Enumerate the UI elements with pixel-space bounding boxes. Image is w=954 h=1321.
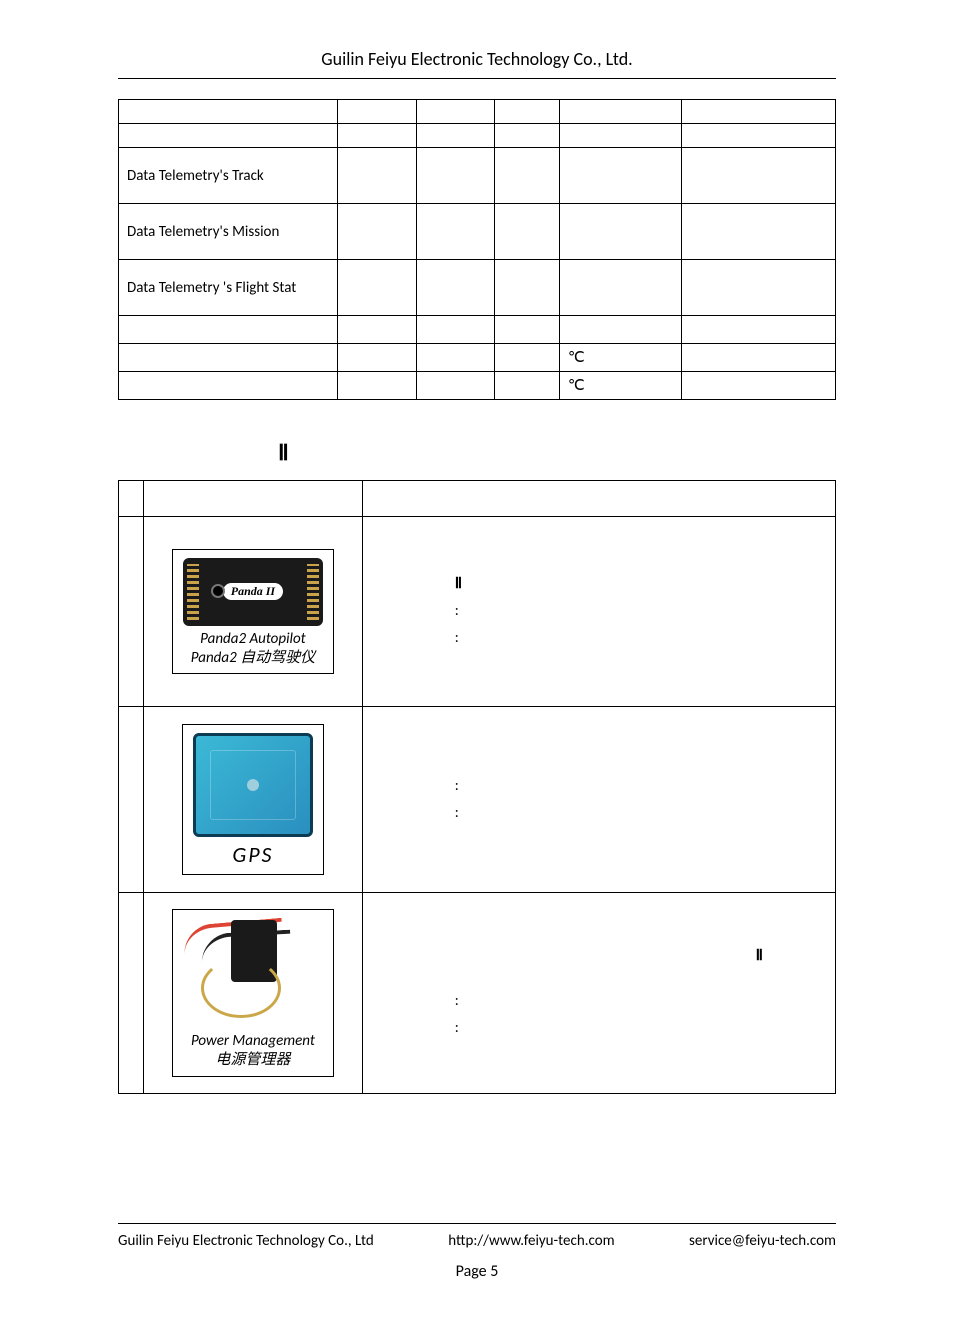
table-row: Data Telemetry's Mission <box>119 204 836 260</box>
table-cell <box>416 260 495 316</box>
page-footer: Guilin Feiyu Electronic Technology Co., … <box>118 1223 836 1281</box>
footer-company: Guilin Feiyu Electronic Technology Co., … <box>118 1232 374 1250</box>
table-cell <box>337 344 416 372</box>
table-cell <box>416 100 495 124</box>
page-number: Page 5 <box>118 1262 836 1281</box>
table-cell: Data Telemetry's Track <box>119 148 338 204</box>
part-image-cell: Panda II Panda2 AutopilotPanda2 自动驾驶仪 <box>144 517 363 707</box>
table-cell <box>559 260 681 316</box>
parts-table: Panda IIPanda2 AutopilotPanda2 自动驾驶仪Ⅱ::G… <box>118 480 836 1094</box>
table-cell <box>337 260 416 316</box>
table-cell <box>681 260 835 316</box>
table-row: Power Management电源管理器 Ⅱ:: <box>119 893 836 1094</box>
table-cell <box>416 204 495 260</box>
table-cell <box>495 344 560 372</box>
table-cell <box>495 260 560 316</box>
table-cell: Data Telemetry's Mission <box>119 204 338 260</box>
table-cell <box>495 100 560 124</box>
part-image-cell: GPS <box>144 707 363 893</box>
table-cell <box>119 372 338 400</box>
table-cell <box>416 316 495 344</box>
part-caption: Panda2 AutopilotPanda2 自动驾驶仪 <box>191 630 315 668</box>
parts-col-desc <box>362 481 835 517</box>
parts-col-no <box>119 481 144 517</box>
table-row: ℃ <box>119 372 836 400</box>
table-cell <box>337 148 416 204</box>
power-device-icon <box>183 918 323 1028</box>
table-cell <box>337 372 416 400</box>
gps-device-icon <box>193 733 313 837</box>
row-no <box>119 893 144 1094</box>
table-cell <box>559 204 681 260</box>
roman-numeral-icon: Ⅱ <box>278 440 289 465</box>
table-cell <box>495 148 560 204</box>
table-row: Data Telemetry's Track <box>119 148 836 204</box>
table-cell <box>337 204 416 260</box>
section-title: Ⅱ <box>118 440 836 466</box>
panda-device-icon: Panda II <box>183 558 323 626</box>
row-no <box>119 707 144 893</box>
part-desc: Ⅱ:: <box>362 893 835 1094</box>
part-caption: GPS <box>232 841 273 869</box>
table-cell: ℃ <box>559 372 681 400</box>
footer-url: http://www.feiyu-tech.com <box>448 1232 614 1250</box>
table-cell: ℃ <box>559 344 681 372</box>
table-cell <box>416 124 495 148</box>
table-cell <box>559 124 681 148</box>
part-image-box: Power Management电源管理器 <box>172 909 334 1077</box>
table-cell <box>681 344 835 372</box>
table-row: GPS:: <box>119 707 836 893</box>
table-cell <box>681 316 835 344</box>
table-cell <box>495 316 560 344</box>
part-desc: Ⅱ:: <box>362 517 835 707</box>
table-cell <box>119 316 338 344</box>
part-image-box: GPS <box>182 724 324 876</box>
table-cell <box>416 148 495 204</box>
table-cell <box>681 124 835 148</box>
part-caption: Power Management电源管理器 <box>191 1032 315 1070</box>
footer-email: service@feiyu-tech.com <box>689 1232 836 1250</box>
table-cell <box>681 100 835 124</box>
table-row: Data Telemetry 's Flight Stat <box>119 260 836 316</box>
table-cell <box>337 100 416 124</box>
table-row <box>119 124 836 148</box>
table-cell <box>681 148 835 204</box>
table-cell <box>559 148 681 204</box>
row-no <box>119 517 144 707</box>
table-cell <box>416 344 495 372</box>
table-cell <box>119 124 338 148</box>
table-row: Panda IIPanda2 AutopilotPanda2 自动驾驶仪 Ⅱ:: <box>119 517 836 707</box>
table-cell <box>495 372 560 400</box>
part-image-box: Panda II Panda2 AutopilotPanda2 自动驾驶仪 <box>172 549 334 675</box>
table-row: ℃ <box>119 344 836 372</box>
table-cell <box>119 100 338 124</box>
table-row <box>119 316 836 344</box>
table-cell <box>681 204 835 260</box>
part-desc: :: <box>362 707 835 893</box>
table-cell <box>337 316 416 344</box>
table-cell <box>495 204 560 260</box>
spec-table: Data Telemetry's TrackData Telemetry's M… <box>118 99 836 400</box>
table-cell <box>559 100 681 124</box>
company-name: Guilin Feiyu Electronic Technology Co., … <box>321 48 632 70</box>
table-cell <box>495 124 560 148</box>
table-cell <box>119 344 338 372</box>
table-row <box>119 100 836 124</box>
table-cell <box>337 124 416 148</box>
page-header: Guilin Feiyu Electronic Technology Co., … <box>118 48 836 79</box>
table-cell: Data Telemetry 's Flight Stat <box>119 260 338 316</box>
parts-col-image <box>144 481 363 517</box>
table-cell <box>681 372 835 400</box>
table-cell <box>416 372 495 400</box>
part-image-cell: Power Management电源管理器 <box>144 893 363 1094</box>
table-cell <box>559 316 681 344</box>
